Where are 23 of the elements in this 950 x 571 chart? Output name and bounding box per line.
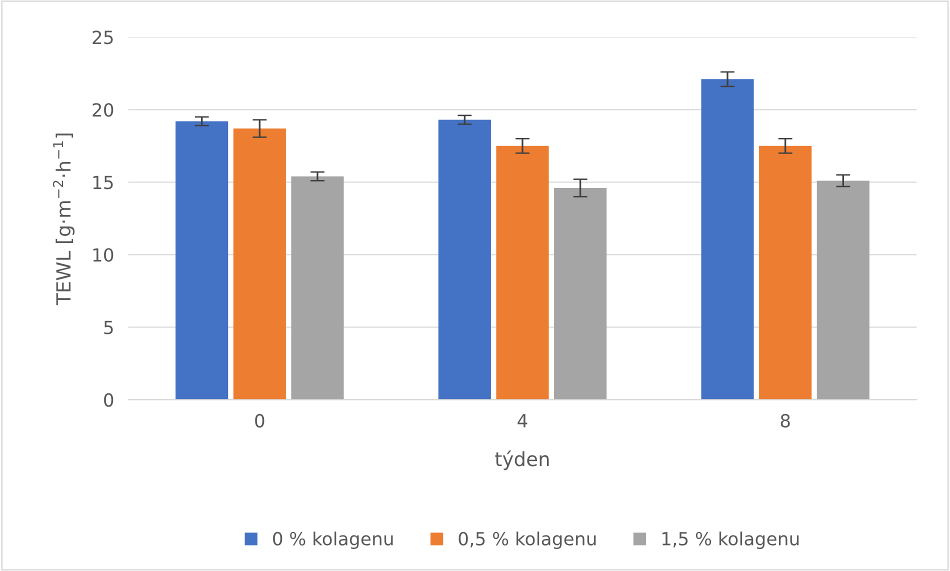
y-axis-title: TEWL [g·m$^{−2}$·h$^{−1}$]: [52, 134, 75, 306]
y-tick-label: 15: [93, 176, 113, 190]
legend-label: 1,5 % kolagenu: [662, 532, 799, 550]
bar: [233, 128, 286, 400]
x-tick-label: 4: [518, 414, 528, 428]
y-tick-label: 10: [93, 248, 114, 262]
bar: [291, 176, 344, 400]
bar: [554, 188, 607, 400]
x-axis-title: týden: [495, 450, 549, 470]
x-tick-label: 0: [255, 414, 264, 428]
y-tick-label: 20: [92, 103, 114, 117]
bar: [438, 120, 491, 400]
y-tick-label: 5: [104, 320, 113, 334]
y-tick-label: 0: [104, 393, 114, 407]
bar: [176, 121, 228, 400]
bar: [496, 146, 549, 400]
bar: [759, 146, 812, 400]
bar: [816, 180, 870, 400]
legend-label: 0 % kolagenu: [273, 532, 393, 550]
x-tick-label: 8: [780, 414, 790, 428]
y-tick-label: 25: [92, 30, 113, 44]
legend-label: 0,5 % kolagenu: [458, 532, 596, 550]
bar: [701, 79, 754, 400]
